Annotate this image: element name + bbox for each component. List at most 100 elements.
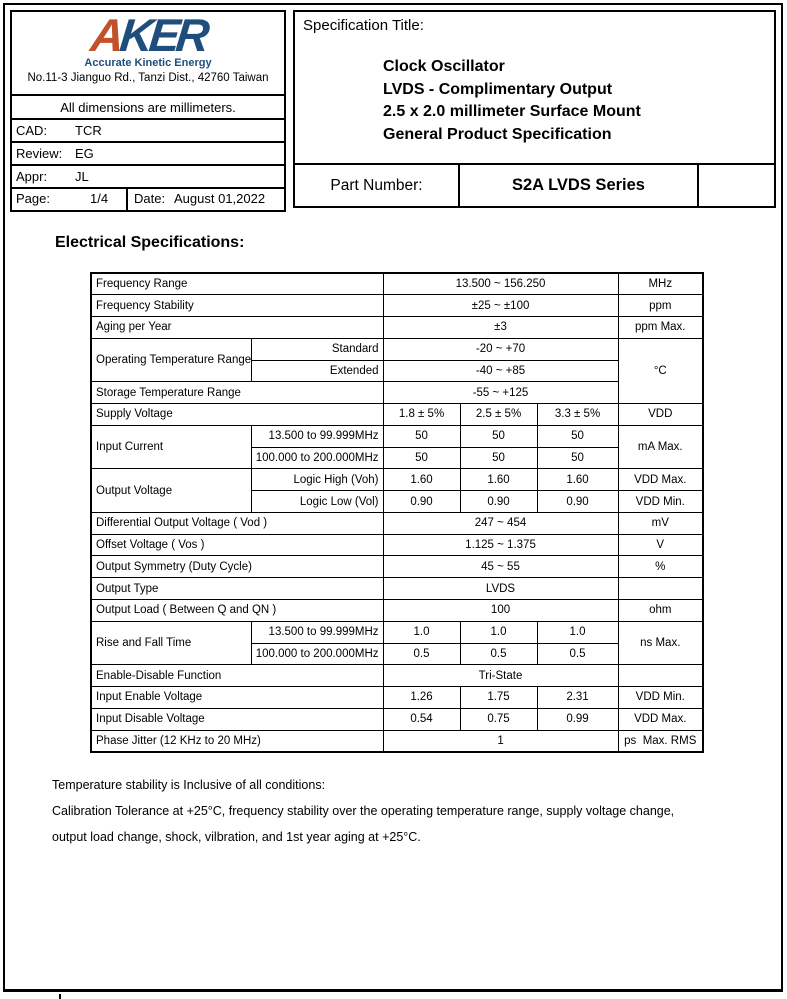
spec-row: Frequency Stability ±25 ~ ±100 ppm [90, 294, 704, 318]
spec-cell-unit: ppm Max. [617, 316, 704, 339]
cad-value: TCR [75, 123, 102, 138]
spec-cell-val: 2.5 ± 5% [459, 403, 538, 426]
spec-cell-label: Frequency Stability [90, 294, 384, 318]
part-number-label: Part Number: [295, 165, 460, 206]
company-address: No.11-3 Jianguo Rd., Tanzi Dist., 42760 … [27, 72, 269, 84]
spec-cell-val: 0.54 [382, 707, 461, 731]
spec-cell-val: 0.90 [536, 490, 619, 513]
spec-row: Rise and Fall Time 13.500 to 99.999MHz 1.0… [90, 620, 704, 666]
company-logo-cell: AKER Accurate Kinetic Energy No.11-3 Jia… [12, 12, 284, 96]
spec-cell-sub: 13.500 to 99.999MHz [250, 620, 384, 644]
spec-cell-label: Output Type [90, 577, 384, 600]
spec-cell-unit: °C [617, 337, 704, 405]
spec-cell-label: Input Disable Voltage [90, 707, 384, 731]
spec-cell-val: -40 ~ +85 [382, 359, 619, 383]
title-line: Clock Oscillator [383, 58, 505, 75]
spec-cell-sub: 13.500 to 99.999MHz [250, 424, 384, 448]
spec-cell-val: 100 [382, 598, 619, 622]
title-line: 2.5 x 2.0 millimeter Surface Mount [383, 103, 641, 120]
spec-row: Aging per Year ±3 ppm Max. [90, 316, 704, 339]
spec-cell-val: 1 [382, 729, 619, 753]
date-value: August 01,2022 [174, 191, 266, 206]
spec-cell-label: Output Load ( Between Q and QN ) [90, 598, 384, 622]
spec-row: Frequency Range 13.500 ~ 156.250 MHz [90, 272, 704, 296]
spec-row: Logic Low (Vol) 0.90 0.90 0.90 VDD Min. [91, 490, 704, 513]
spec-row: Extended -40 ~ +85 [91, 359, 703, 383]
page-number-cell: Page: 1/4 [12, 189, 128, 210]
spec-cell-unit: MHz [617, 272, 704, 296]
spec-row: Supply Voltage 1.8 ± 5% 2.5 ± 5% 3.3 ± 5% VD… [90, 403, 704, 426]
spec-row: Enable-Disable Function Tri-State [90, 664, 704, 688]
spec-cell-val: 1.0 [459, 620, 538, 644]
spec-cell-label: Supply Voltage [90, 403, 384, 426]
spec-cell-unit [617, 577, 704, 600]
spec-cell-val: LVDS [382, 577, 619, 600]
spec-cell-label: Enable-Disable Function [90, 664, 384, 688]
review-value: EG [75, 146, 94, 161]
spec-cell-val: 1.75 [459, 686, 538, 709]
spec-cell-unit: mA Max. [617, 424, 704, 470]
appr-row: Appr: JL [12, 166, 284, 189]
spec-cell-val: 1.125 ~ 1.375 [382, 533, 619, 557]
spec-cell-val: 0.5 [536, 642, 619, 666]
spec-cell-unit: mV [617, 511, 704, 535]
section-heading: Electrical Specifications: [55, 234, 245, 251]
spec-cell-sub: Logic High (Voh) [250, 468, 384, 492]
footnote-line: Temperature stability is Inclusive of al… [52, 778, 326, 792]
spec-cell-val: 50 [536, 424, 619, 448]
cad-row: CAD: TCR [12, 120, 284, 143]
part-number-empty-cell [699, 165, 774, 206]
company-logo: AKER [88, 12, 208, 61]
footnote: Temperature stability is Inclusive of al… [52, 772, 674, 850]
spec-cell-val: 0.90 [382, 490, 461, 513]
spec-cell-val: 50 [382, 424, 461, 448]
spec-cell-sub: Logic Low (Vol) [250, 490, 384, 513]
spec-row: Input Disable Voltage 0.54 0.75 0.99 VDD Max… [90, 707, 704, 731]
spec-row: Output Symmetry (Duty Cycle) 45 ~ 55% [90, 555, 704, 579]
electrical-specifications-table: Frequency Range 13.500 ~ 156.250 MHz Freque… [90, 272, 705, 753]
spec-cell-val: 13.500 ~ 156.250 [382, 272, 619, 296]
spec-cell-val: 1.60 [536, 468, 619, 492]
company-tagline: Accurate Kinetic Energy [84, 57, 212, 69]
spec-table-body: Frequency Range 13.500 ~ 156.250 MHz Freque… [90, 272, 704, 753]
spec-row: 100.000 to 200.000MHz 0.5 0.5 0.5 [91, 642, 703, 666]
date-label: Date: [134, 191, 166, 206]
spec-cell-val: 50 [459, 446, 538, 470]
spec-cell-val: 0.5 [459, 642, 538, 666]
spec-cell-val: 1.26 [382, 686, 461, 709]
spec-cell-val: -55 ~ +125 [382, 381, 619, 405]
spec-cell-val: 50 [382, 446, 461, 470]
appr-value: JL [75, 169, 89, 184]
company-info-block: AKER Accurate Kinetic Energy No.11-3 Jia… [10, 10, 286, 212]
spec-cell-label: Offset Voltage ( Vos ) [90, 533, 384, 557]
spec-cell-val: 1.8 ± 5% [382, 403, 461, 426]
spec-title-label: Specification Title: [303, 17, 424, 34]
dimensions-note: All dimensions are millimeters. [12, 96, 284, 120]
page-label: Page: [16, 191, 50, 206]
spec-cell-val: 1.0 [382, 620, 461, 644]
page-value: 1/4 [90, 191, 109, 206]
footnote-line: Calibration Tolerance at +25°C, frequenc… [52, 804, 675, 818]
spec-cell-label: Differential Output Voltage ( Vod ) [90, 511, 384, 535]
spec-cell-unit: VDD [617, 403, 704, 426]
next-section-border-tick [59, 994, 61, 999]
spec-cell-sub: 100.000 to 200.000MHz [250, 446, 384, 470]
spec-cell-val: 3.3 ± 5% [536, 403, 619, 426]
title-line: General Product Specification [383, 125, 612, 143]
spec-cell-val: ±25 ~ ±100 [382, 294, 619, 318]
spec-cell-label: Input Current [90, 424, 252, 470]
spec-row: Output Type LVDS [90, 577, 704, 600]
review-label: Review: [16, 146, 63, 161]
spec-row: Operating Temperature Range Standard -20 ~… [90, 337, 704, 405]
cad-label: CAD: [16, 123, 48, 138]
part-number-row: Part Number: S2A LVDS Series [295, 165, 774, 206]
spec-cell-val: 0.99 [536, 707, 619, 731]
spec-cell-unit: VDD Max. [617, 468, 704, 492]
spec-row: Differential Output Voltage ( Vod ) 247 ~… [90, 511, 704, 535]
date-cell: Date: August 01,2022 [128, 189, 284, 210]
part-number-value: S2A LVDS Series [460, 165, 699, 206]
spec-title-lines: Clock Oscillator LVDS - Complimentary Ou… [383, 56, 774, 146]
spec-cell-unit: ppm [617, 294, 704, 318]
title-block: Specification Title: Clock Oscillator LV… [293, 10, 776, 208]
